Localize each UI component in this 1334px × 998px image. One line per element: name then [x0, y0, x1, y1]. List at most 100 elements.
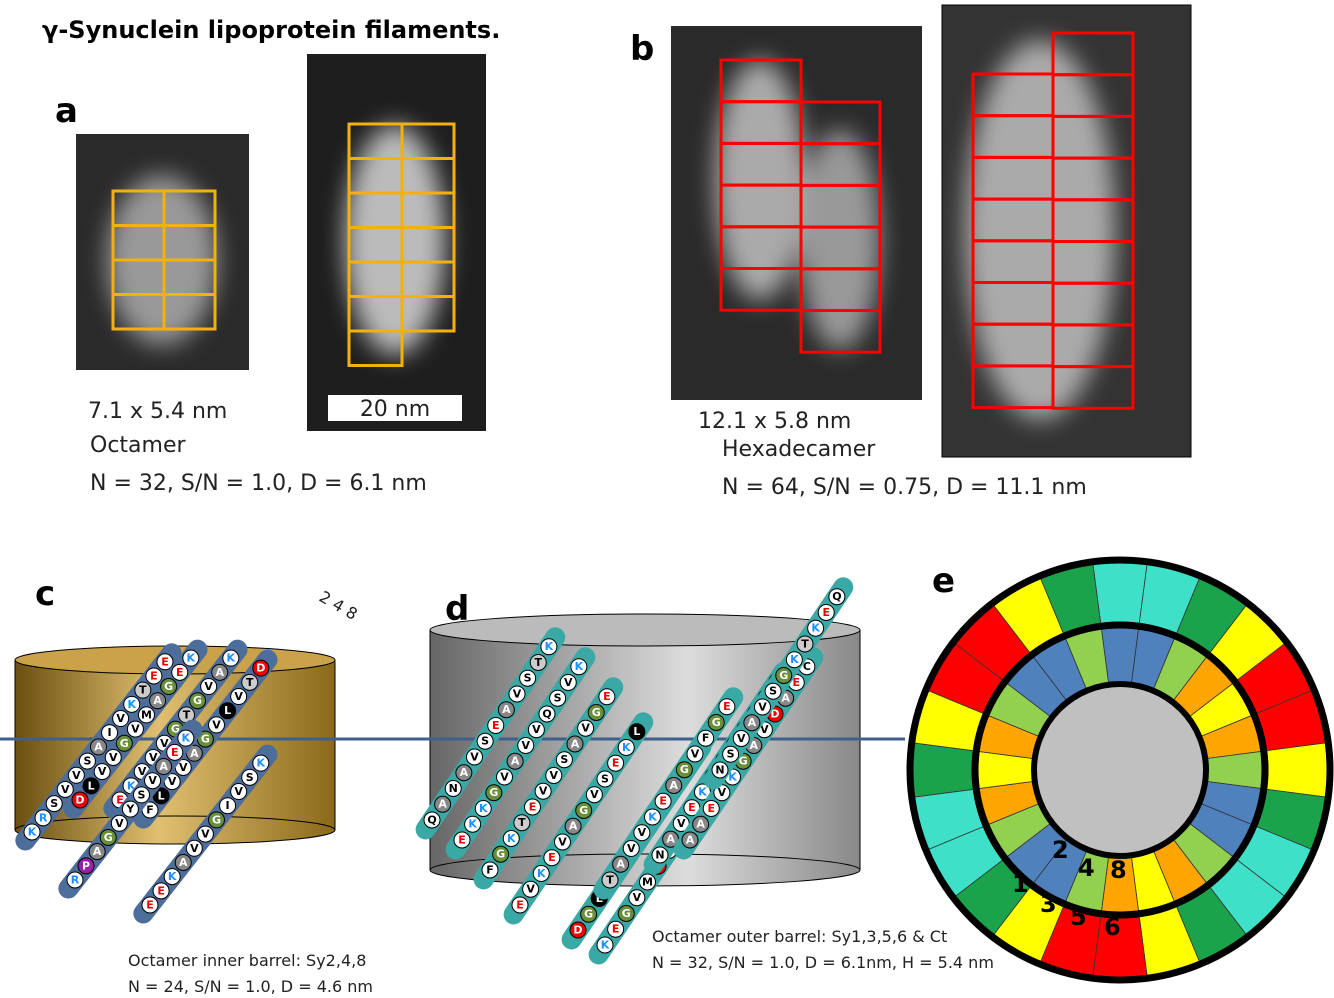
residue-letter: V [564, 676, 573, 689]
residue [252, 659, 270, 677]
residue-letter: V [470, 750, 479, 763]
residue-letter: N [715, 764, 724, 777]
residue-letter: P [82, 859, 90, 872]
residue-letter: E [723, 700, 731, 713]
residue-letter: V [521, 739, 530, 752]
residue [230, 688, 248, 706]
residue [555, 751, 573, 769]
residue [628, 889, 646, 907]
residue-letter: A [686, 834, 695, 847]
residue-letter: A [460, 766, 469, 779]
residue-letter: A [153, 694, 162, 707]
panel-label: a [55, 91, 78, 131]
residue [607, 754, 625, 772]
residue-letter: V [109, 751, 118, 764]
residue [219, 797, 237, 815]
residue [230, 783, 248, 801]
residue-letter: A [569, 820, 578, 833]
residue-letter: V [513, 687, 522, 700]
residue-letter: V [539, 785, 548, 798]
residue [559, 673, 577, 691]
name-label: Hexadecamer [722, 437, 876, 462]
residue-letter: Y [125, 803, 135, 816]
size-label: 7.1 x 5.4 nm [88, 399, 227, 424]
residue [88, 843, 106, 861]
residue [211, 663, 229, 681]
residue-letter: V [718, 786, 727, 799]
residue [601, 871, 619, 889]
residue-letter: V [549, 769, 558, 782]
residue [474, 799, 492, 817]
stats-label: N = 64, S/N = 0.75, D = 11.1 nm [722, 475, 1087, 500]
residue [722, 745, 740, 763]
residue-letter: L [633, 725, 640, 738]
residue [45, 795, 63, 813]
residue [506, 752, 524, 770]
residue-letter: R [71, 874, 80, 887]
stats-label: N = 32, S/N = 1.0, D = 6.1 nm [90, 471, 427, 496]
residue-letter: V [212, 718, 221, 731]
residue-letter: E [458, 834, 466, 847]
residue-letter: A [438, 798, 447, 811]
residue [577, 719, 595, 737]
residue [743, 714, 761, 732]
residue [681, 831, 699, 849]
turn-label: 2 4 8 [316, 587, 361, 624]
residue [453, 831, 471, 849]
residue [93, 763, 111, 781]
ring-segment [1266, 742, 1331, 798]
residue [692, 815, 710, 833]
title: γ-Synuclein lipoprotein filaments. [42, 16, 500, 44]
residue-letter: T [518, 816, 526, 829]
residue [828, 588, 846, 606]
residue [633, 824, 651, 842]
residue-letter: A [616, 858, 625, 871]
residue [497, 701, 515, 719]
residue [476, 732, 494, 750]
residue [638, 873, 656, 891]
residue-letter: K [601, 939, 610, 952]
residue-letter: L [158, 789, 165, 802]
residue [585, 786, 603, 804]
residue [67, 766, 85, 784]
residue-letter: K [507, 832, 516, 845]
residue [540, 638, 558, 656]
residue [56, 780, 74, 798]
residue [189, 692, 207, 710]
residue-letter: T [534, 656, 542, 669]
residue [522, 880, 540, 898]
residue [487, 716, 505, 734]
residue [196, 825, 214, 843]
panel-label: b [630, 29, 654, 69]
residue [628, 723, 646, 741]
residue-letter: V [760, 723, 769, 736]
residue-letter: V [204, 680, 213, 693]
residue-letter: G [496, 848, 505, 861]
residue-letter: S [524, 672, 532, 685]
residue [115, 734, 133, 752]
residue-letter: A [749, 739, 758, 752]
residue-letter: T [606, 874, 614, 887]
residue-letter: G [579, 804, 588, 817]
core [1031, 681, 1209, 859]
residue [177, 729, 195, 747]
residue [152, 882, 170, 900]
residue-letter: E [707, 802, 715, 815]
residue-letter: G [779, 669, 788, 682]
residue [570, 658, 588, 676]
residue [166, 743, 184, 761]
residue-letter: E [548, 851, 556, 864]
residue-letter: K [28, 826, 37, 839]
caption: Octamer inner barrel: Sy2,4,8 [128, 951, 366, 970]
segment-number: 4 [1078, 854, 1095, 882]
residue [697, 729, 715, 747]
residue-letter: E [603, 690, 611, 703]
residue-letter: T [139, 684, 147, 697]
residue-letter: E [146, 899, 154, 912]
residue-letter: E [529, 800, 537, 813]
residue [543, 849, 561, 867]
residue-letter: A [511, 755, 520, 768]
residue [156, 653, 174, 671]
residue-letter: G [171, 723, 180, 736]
